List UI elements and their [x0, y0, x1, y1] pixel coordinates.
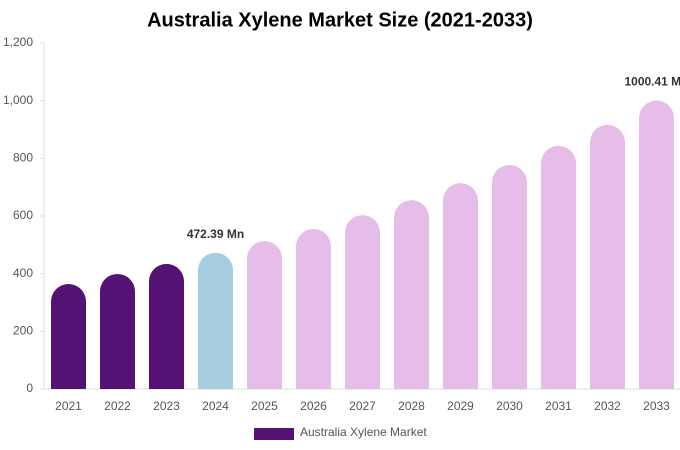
x-tick-label: 2024 — [202, 399, 229, 413]
y-tick-label: 600 — [13, 208, 33, 222]
value-label: 472.39 Mn — [187, 227, 244, 241]
x-tick-label: 2031 — [545, 399, 572, 413]
chart-title: Australia Xylene Market Size (2021-2033) — [147, 9, 533, 31]
x-tick-label: 2027 — [349, 399, 376, 413]
x-tick-label: 2033 — [643, 399, 670, 413]
x-tick-label: 2022 — [104, 399, 131, 413]
x-tick-label: 2029 — [447, 399, 474, 413]
bar — [51, 284, 86, 389]
x-tick-label: 2023 — [153, 399, 180, 413]
bar — [443, 183, 478, 389]
bar — [100, 273, 135, 389]
x-tick-label: 2030 — [496, 399, 523, 413]
bar — [541, 145, 576, 389]
legend-label: Australia Xylene Market — [300, 425, 427, 439]
bar — [149, 263, 184, 389]
y-tick-label: 1,200 — [3, 35, 33, 49]
bar — [639, 100, 674, 389]
bar — [492, 164, 527, 389]
bar — [394, 200, 429, 389]
bar — [345, 215, 380, 389]
x-tick-label: 2028 — [398, 399, 425, 413]
y-tick-label: 400 — [13, 266, 33, 280]
x-tick-label: 2025 — [251, 399, 278, 413]
x-tick-label: 2021 — [55, 399, 82, 413]
bar — [247, 241, 282, 389]
x-tick-label: 2026 — [300, 399, 327, 413]
bar — [590, 124, 625, 390]
x-tick-label: 2032 — [594, 399, 621, 413]
bar — [296, 228, 331, 389]
y-tick-label: 200 — [13, 324, 33, 338]
bar — [198, 252, 233, 389]
y-tick-label: 1,000 — [3, 93, 33, 107]
value-label: 1000.41 Mn — [624, 75, 680, 89]
y-tick-label: 800 — [13, 151, 33, 165]
legend-swatch — [254, 428, 294, 440]
y-tick-label: 0 — [26, 381, 33, 395]
